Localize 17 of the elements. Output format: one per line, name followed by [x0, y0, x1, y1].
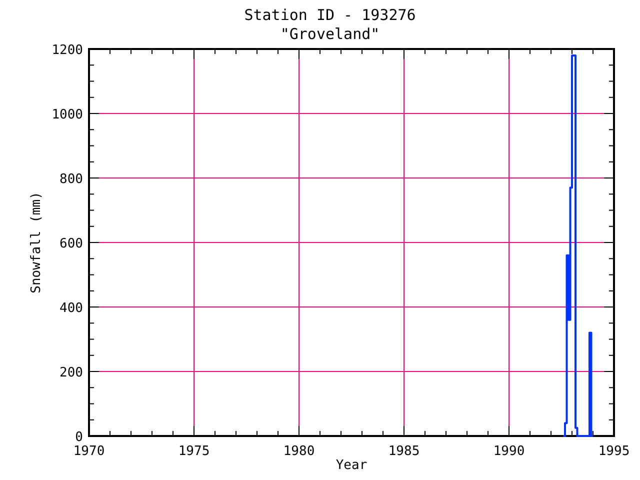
x-tick-label: 1975 — [178, 444, 210, 459]
y-tick-label: 1000 — [52, 108, 83, 122]
chart-title: Station ID - 193276 — [244, 6, 416, 24]
x-tick-label: 1990 — [493, 444, 525, 459]
x-tick-label: 1995 — [598, 444, 630, 459]
x-axis-title: Year — [336, 458, 368, 473]
x-tick-label: 1970 — [73, 444, 105, 459]
y-tick-label: 200 — [60, 366, 83, 380]
x-tick-label: 1985 — [388, 444, 420, 459]
y-axis-title: Snowfall (mm) — [29, 192, 44, 294]
x-tick-label: 1980 — [283, 444, 315, 459]
chart-subtitle: "Groveland" — [280, 25, 380, 43]
y-tick-label: 0 — [75, 430, 83, 445]
y-tick-label: 600 — [60, 236, 83, 252]
y-tick-label: 1200 — [52, 43, 83, 58]
y-tick-label: 400 — [60, 301, 83, 316]
y-tick-label: 800 — [60, 172, 83, 187]
